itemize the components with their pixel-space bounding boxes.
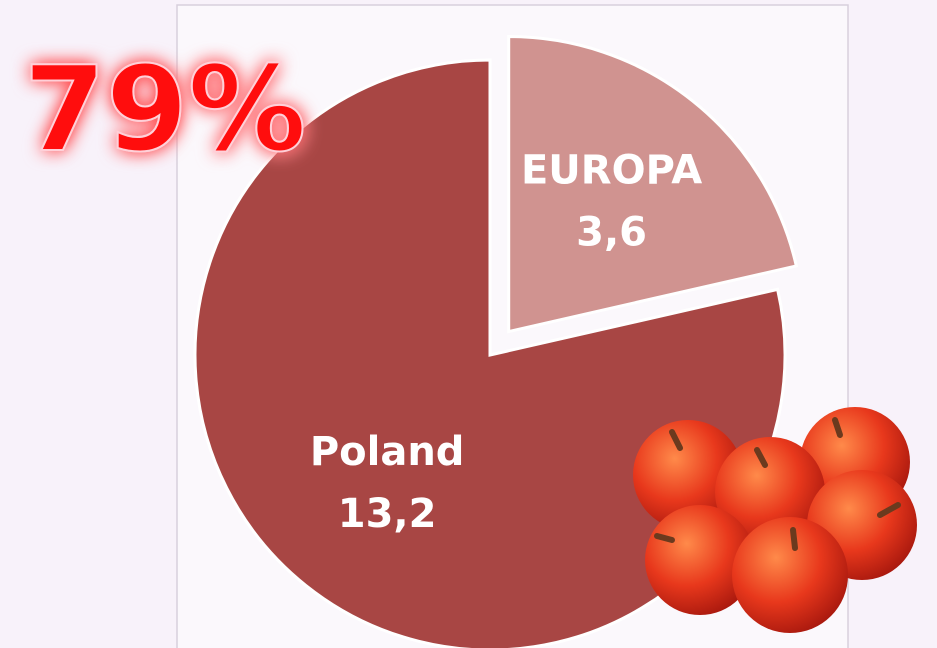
slice-label: EUROPA	[521, 148, 702, 194]
value-label: 3,6	[576, 210, 647, 256]
value-label: 13,2	[338, 491, 437, 537]
annotation: 79%	[24, 40, 306, 178]
apples	[633, 407, 917, 633]
page: {"chart_data": {"type": "pie", "annotati…	[0, 0, 937, 648]
slice-label: Poland	[310, 429, 465, 475]
chart: EUROPA 3,6 Poland 13,2 79%	[0, 0, 937, 648]
